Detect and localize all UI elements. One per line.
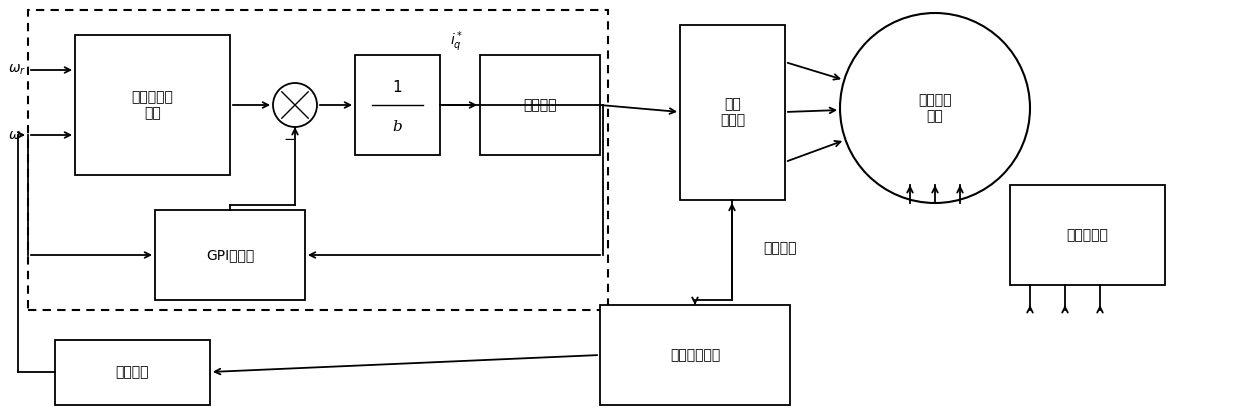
Bar — [355, 55, 440, 155]
Text: 换相控制: 换相控制 — [764, 241, 797, 255]
Bar — [600, 305, 790, 405]
Text: 三相
逆变器: 三相 逆变器 — [720, 97, 745, 128]
Text: $\omega$: $\omega$ — [7, 128, 21, 142]
Text: 1: 1 — [393, 80, 402, 95]
Bar — [55, 340, 210, 405]
Text: $\omega_r$: $\omega_r$ — [7, 63, 26, 77]
Text: −: − — [284, 132, 296, 147]
Text: 转子区间计算: 转子区间计算 — [670, 348, 720, 362]
Text: 积分滑模控
制器: 积分滑模控 制器 — [131, 90, 174, 120]
Text: $i_q^*$: $i_q^*$ — [450, 30, 464, 54]
Text: 位置传感器: 位置传感器 — [1066, 228, 1109, 242]
Text: b: b — [393, 120, 402, 134]
Ellipse shape — [839, 13, 1030, 203]
Bar — [74, 35, 229, 175]
Ellipse shape — [273, 83, 317, 127]
Bar — [480, 55, 600, 155]
Text: 速度计算: 速度计算 — [115, 365, 149, 380]
Bar — [1011, 185, 1166, 285]
Text: 永磁无刷
直流: 永磁无刷 直流 — [919, 93, 952, 123]
Bar — [29, 10, 608, 310]
Text: GPI观测器: GPI观测器 — [206, 248, 254, 262]
Text: 矢量控制: 矢量控制 — [523, 98, 557, 112]
Bar — [680, 25, 785, 200]
Bar — [155, 210, 305, 300]
